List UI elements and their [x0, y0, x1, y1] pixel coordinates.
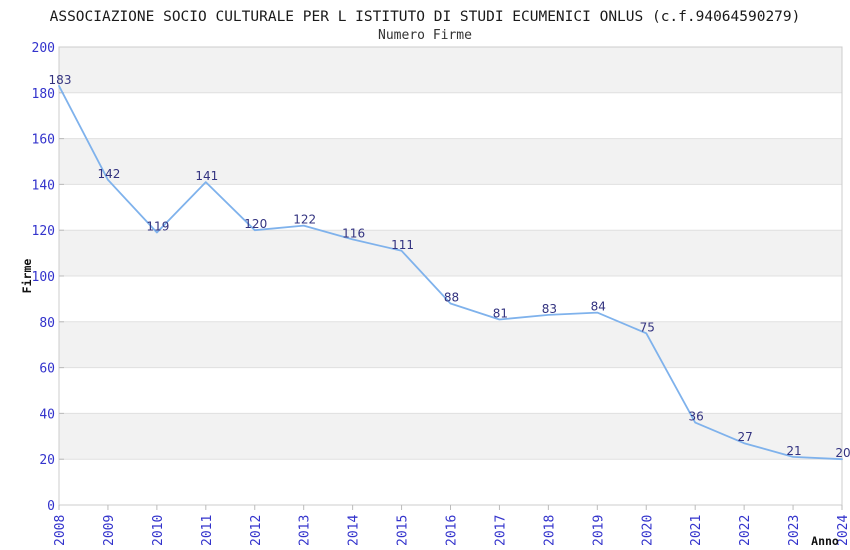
data-point-label: 75 — [640, 320, 655, 334]
y-axis-title: Firme — [20, 259, 34, 294]
plot-band — [59, 321, 842, 368]
x-axis-title: Anno — [811, 534, 839, 548]
plot-band — [59, 92, 842, 139]
x-tick-label: 2019 — [591, 515, 606, 546]
plot-band — [59, 276, 842, 322]
data-point-label: 141 — [195, 169, 218, 183]
data-point-label: 83 — [542, 302, 557, 316]
data-point-label: 120 — [244, 217, 267, 231]
data-point-label: 116 — [342, 226, 365, 240]
y-tick-label: 200 — [32, 41, 55, 56]
x-tick-label: 2020 — [640, 515, 655, 546]
plot-band — [59, 230, 842, 276]
plot-band — [59, 459, 842, 505]
x-tick-label: 2017 — [493, 515, 508, 546]
data-point-label: 84 — [591, 300, 606, 314]
y-tick-label: 140 — [32, 178, 55, 193]
data-point-label: 122 — [293, 213, 316, 227]
x-tick-label: 2008 — [53, 515, 68, 546]
plot-layer: 0 20 40 60 80 100 120 140 160 180 200 2008 2009 2010 2… — [32, 41, 850, 546]
y-tick-label: 120 — [32, 224, 55, 239]
y-tick-label: 80 — [39, 316, 55, 331]
series-line — [58, 85, 843, 461]
y-tick-label: 160 — [32, 133, 55, 148]
x-tick-label: 2022 — [738, 515, 753, 546]
x-tick-label: 2024 — [836, 515, 850, 546]
x-tick-label: 2012 — [249, 515, 264, 546]
x-tick-label: 2018 — [542, 515, 557, 546]
data-point-label: 88 — [444, 290, 459, 304]
x-tick-label: 2023 — [787, 515, 802, 546]
chart-subtitle: Numero Firme — [378, 28, 472, 43]
chart-title: ASSOCIAZIONE SOCIO CULTURALE PER L ISTIT… — [50, 9, 801, 25]
data-point-label: 20 — [835, 446, 850, 460]
data-point-label: 27 — [737, 430, 752, 444]
x-tick-label: 2010 — [151, 515, 166, 546]
plot-band — [59, 47, 842, 93]
plot-band — [59, 413, 842, 460]
x-tick-label: 2009 — [102, 515, 117, 546]
x-tick-label: 2021 — [689, 515, 704, 546]
data-point-label: 81 — [493, 307, 508, 321]
y-tick-label: 60 — [39, 362, 55, 377]
data-point-label: 119 — [146, 219, 169, 233]
x-tick-label: 2011 — [200, 515, 215, 546]
y-tick-label: 20 — [39, 453, 55, 468]
plot-band — [59, 138, 842, 185]
x-tick-label: 2015 — [396, 515, 411, 546]
data-point-label: 183 — [49, 73, 72, 87]
data-point-label: 21 — [786, 444, 801, 458]
y-tick-label: 40 — [39, 407, 55, 422]
x-tick-label: 2014 — [347, 515, 362, 546]
data-point-label: 36 — [689, 410, 704, 424]
x-tick-label: 2016 — [445, 515, 460, 546]
y-tick-label: 0 — [47, 499, 55, 514]
data-point-label: 111 — [391, 238, 414, 252]
plot-band — [59, 367, 842, 414]
x-tick-label: 2013 — [298, 515, 313, 546]
y-tick-label: 100 — [32, 270, 55, 285]
y-tick-label: 180 — [32, 87, 55, 102]
data-point-label: 142 — [97, 167, 120, 181]
plot-band — [59, 184, 842, 231]
